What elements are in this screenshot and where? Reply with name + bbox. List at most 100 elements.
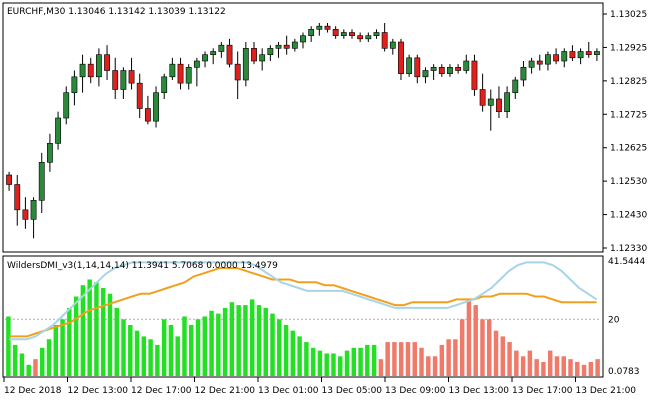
bull-candle — [308, 29, 315, 36]
dmi-bar — [100, 288, 106, 376]
indicator-plot[interactable] — [5, 261, 601, 376]
bull-candle — [340, 32, 347, 36]
dmi-bar — [107, 293, 113, 376]
bear-candle — [332, 29, 339, 36]
bull-candle — [577, 51, 584, 59]
indicator-axis: 41.5444 20 0.0783 — [608, 257, 645, 377]
dmi-bar — [175, 336, 180, 376]
dmi-bar — [216, 313, 221, 376]
dmi-bar — [168, 325, 174, 376]
dmi-bar — [60, 319, 65, 376]
bear-candle — [536, 60, 543, 65]
dmi-bar — [324, 353, 329, 376]
dmi-bar — [426, 356, 431, 376]
bull-candle — [267, 48, 274, 55]
bear-candle — [455, 67, 462, 71]
dmi-bar — [256, 305, 262, 376]
bear-candle — [357, 35, 364, 40]
dmi-bar — [595, 359, 600, 376]
dmi-bar — [46, 339, 52, 376]
dmi-bar — [405, 342, 411, 376]
bull-candle — [38, 162, 45, 201]
price-tick-label: 1.13025 — [610, 10, 647, 20]
bull-candle — [185, 67, 192, 84]
bear-candle — [471, 60, 478, 90]
bear-candle — [128, 70, 135, 84]
bear-candle — [324, 25, 331, 30]
bear-candle — [136, 82, 143, 109]
dmi-bar — [134, 330, 140, 376]
bull-candle — [63, 92, 70, 119]
dmi-bar — [53, 325, 59, 376]
dmi-bar — [412, 342, 417, 376]
bull-candle — [487, 98, 494, 106]
dmi-bar — [507, 342, 512, 376]
dmi-bar — [358, 347, 363, 376]
dmi-bar — [161, 319, 167, 376]
dmi-bar — [446, 339, 451, 376]
bear-candle — [6, 174, 12, 185]
time-tick-label: 12 Dec 21:00 — [195, 386, 256, 396]
dmi-bar — [439, 344, 445, 376]
time-tick-label: 13 Dec 21:00 — [576, 386, 637, 396]
time-tick-label: 12 Dec 2018 — [4, 386, 62, 396]
bull-candle — [528, 60, 535, 68]
dmi-bar — [121, 319, 126, 376]
bull-candle — [291, 41, 298, 49]
dmi-bar — [331, 353, 336, 376]
bull-candle — [71, 76, 78, 93]
bear-candle — [22, 209, 29, 220]
bear-candle — [234, 63, 241, 81]
indicator-scale-label: 0.0783 — [608, 367, 640, 377]
bull-candle — [316, 25, 323, 30]
dmi-bar — [466, 299, 472, 376]
price-tick-label: 1.12925 — [610, 43, 647, 53]
dmi-bar — [527, 350, 533, 376]
bull-candle — [202, 54, 208, 62]
indicator-panel-frame — [2, 255, 604, 378]
bear-candle — [177, 63, 184, 84]
bear-candle — [414, 57, 421, 78]
bull-candle — [79, 63, 86, 78]
bull-candle — [545, 54, 551, 65]
dmi-bar — [385, 342, 390, 376]
price-axis: 1.13025 1.12925 1.12825 1.12725 1.12625 1.125… — [603, 10, 647, 254]
dmi-bar — [155, 344, 160, 376]
bull-candle — [275, 44, 282, 49]
dmi-bar — [568, 359, 573, 376]
bear-candle — [283, 44, 290, 49]
dmi-bar — [419, 347, 424, 376]
dmi-bar — [270, 313, 275, 376]
price-plot[interactable] — [6, 23, 600, 239]
bear-candle — [479, 89, 486, 106]
bear-candle — [349, 32, 355, 36]
bull-candle — [169, 63, 176, 78]
bull-candle — [210, 51, 217, 55]
dmi-bar — [371, 344, 377, 376]
bull-candle — [161, 76, 168, 93]
dmi-bar — [114, 307, 119, 376]
indicator-scale-label: 20 — [608, 315, 620, 325]
bear-candle — [496, 98, 502, 112]
dmi-bar — [290, 330, 296, 376]
bear-candle — [569, 51, 576, 59]
dmi-bar — [378, 359, 384, 376]
indicator-scale-label: 41.5444 — [608, 257, 645, 267]
time-tick-label: 12 Dec 17:00 — [131, 386, 192, 396]
dmi-bar — [94, 282, 99, 376]
dmi-bar — [73, 296, 79, 376]
bear-candle — [553, 54, 560, 62]
dmi-bar — [547, 350, 553, 376]
dmi-bar — [128, 325, 133, 376]
dmi-bar — [19, 353, 25, 376]
dmi-bar — [304, 342, 309, 376]
price-tick-label: 1.12825 — [610, 77, 647, 87]
price-tick-label: 1.12530 — [610, 177, 647, 187]
bull-candle — [512, 79, 519, 93]
dmi-bar — [500, 336, 506, 376]
dmi-bar — [202, 316, 208, 376]
dmi-bar — [534, 359, 539, 376]
time-tick-label: 13 Dec 01:00 — [258, 386, 319, 396]
time-tick-label: 12 Dec 13:00 — [68, 386, 129, 396]
